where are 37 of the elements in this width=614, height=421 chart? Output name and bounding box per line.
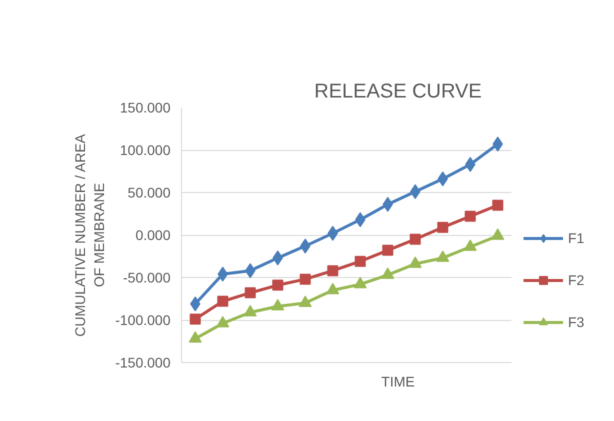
point xyxy=(272,280,284,291)
point xyxy=(491,228,504,240)
point xyxy=(190,314,201,325)
x-axis-title: TIME xyxy=(381,374,415,390)
point xyxy=(216,316,230,328)
legend-label: F2 xyxy=(568,272,586,288)
y-tick-label: 50.000 xyxy=(128,184,171,200)
point xyxy=(217,296,228,307)
point xyxy=(381,268,394,279)
point xyxy=(326,282,340,294)
y-tick-label: 150.000 xyxy=(120,100,171,116)
point xyxy=(436,250,450,262)
point xyxy=(327,265,338,276)
point xyxy=(354,256,366,267)
y-tick-label: 0.000 xyxy=(135,227,171,243)
y-tick-label: -100.000 xyxy=(115,312,171,328)
y-axis-title: CUMULATIVE NUMBER / AREA OF MEMBRANE xyxy=(72,133,108,337)
point xyxy=(300,274,311,285)
y-tick-label: -50.000 xyxy=(123,270,171,286)
y-tick-label: 100.000 xyxy=(120,142,171,158)
point xyxy=(271,298,284,310)
point xyxy=(437,222,448,233)
point xyxy=(464,239,477,251)
legend-label: F1 xyxy=(568,230,586,246)
point xyxy=(188,331,202,343)
point xyxy=(410,234,421,245)
point xyxy=(464,210,476,222)
chart-title: RELEASE CURVE xyxy=(314,80,482,102)
point xyxy=(382,244,394,256)
point xyxy=(492,200,504,211)
point xyxy=(244,304,257,316)
point xyxy=(244,287,256,298)
legend-label: F3 xyxy=(568,314,586,330)
point xyxy=(354,276,367,288)
y-tick-label: -150.000 xyxy=(115,354,171,370)
point xyxy=(298,296,312,307)
point xyxy=(408,256,422,268)
